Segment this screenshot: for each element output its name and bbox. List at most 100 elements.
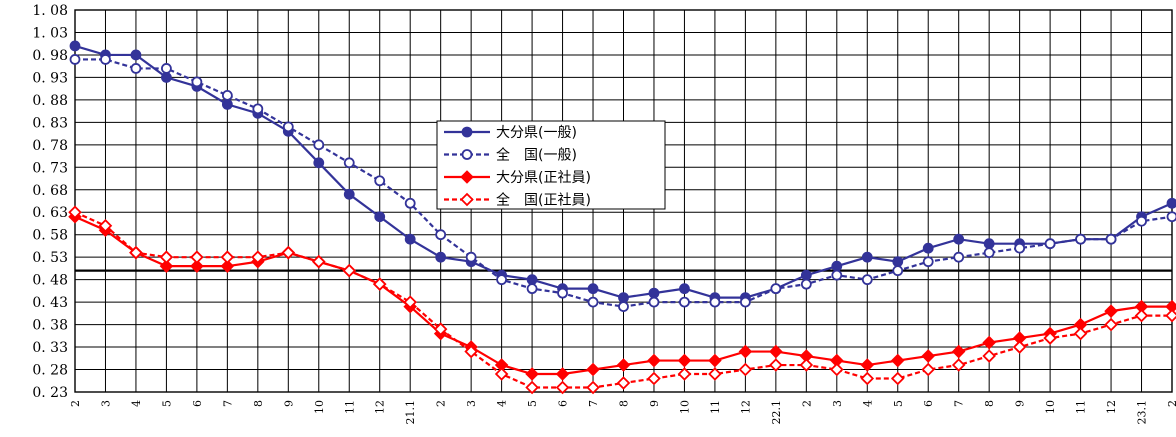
x-tick-label: 4 (130, 400, 143, 407)
data-point (374, 175, 386, 187)
data-point (281, 245, 296, 260)
x-tick-label: 10 (678, 400, 691, 414)
legend-label: 大分県(正社員) (496, 170, 591, 186)
data-point (313, 139, 325, 151)
x-tick-label: 8 (983, 400, 996, 407)
y-tick-label: 0. 33 (32, 340, 68, 356)
data-point (679, 283, 690, 295)
y-tick-label: 0. 68 (32, 183, 68, 199)
data-point (1134, 308, 1149, 323)
data-point (616, 376, 631, 390)
data-point (496, 274, 508, 286)
data-point (586, 362, 600, 377)
series-lines (68, 40, 1176, 395)
data-point (769, 344, 783, 359)
data-point (1043, 331, 1057, 345)
y-tick-label: 0. 73 (32, 160, 68, 176)
data-point (647, 353, 661, 368)
data-point (770, 283, 782, 295)
data-point (800, 278, 812, 290)
data-point (343, 157, 355, 169)
y-tick-label: 0. 78 (32, 138, 68, 154)
x-tick-label: 6 (557, 400, 570, 407)
data-point (800, 269, 812, 281)
data-point (738, 344, 753, 359)
x-tick-label: 3 (99, 400, 112, 407)
data-point (618, 301, 629, 313)
x-tick-label: 2 (435, 400, 448, 407)
data-point (892, 256, 904, 268)
data-point (769, 358, 783, 372)
x-tick-label: 8 (618, 400, 631, 407)
x-tick-label: 22.1 (770, 400, 783, 425)
x-tick-label: 12 (374, 400, 387, 414)
data-point (130, 49, 142, 61)
data-point (403, 295, 417, 309)
y-tick-label: 0. 38 (32, 318, 68, 334)
data-point (190, 259, 204, 273)
data-point (494, 367, 509, 381)
y-tick-label: 0. 28 (32, 363, 68, 379)
y-axis-tick-labels: 0. 23 0. 28 0. 33 0. 38 0. 43 0. 48 0. 53 0. 58… (32, 3, 68, 401)
data-point (374, 211, 386, 223)
data-point (372, 277, 387, 291)
x-tick-label: 12 (1105, 400, 1118, 414)
y-tick-label: 0. 88 (32, 93, 68, 109)
data-point (464, 344, 478, 359)
data-point (922, 242, 934, 254)
data-point (831, 269, 843, 281)
legend-label: 大分県(一般) (496, 125, 577, 141)
data-point (983, 247, 995, 259)
y-tick-label: 0. 53 (32, 250, 68, 266)
data-point (526, 283, 538, 295)
x-axis-tick-labels: 2 3 4 5 6 7 8 9 10 11 12 21.1 2 3 4 5 6 7 8 9 10 11 12 22.1 2 3 4 5… (69, 400, 1176, 425)
data-point (983, 238, 995, 250)
data-point (1105, 233, 1117, 245)
data-point (1104, 317, 1118, 332)
data-point (221, 98, 233, 110)
data-point (1044, 238, 1056, 250)
data-point (100, 54, 111, 65)
data-point (951, 344, 966, 359)
data-point (525, 380, 539, 395)
data-point (435, 251, 447, 263)
y-tick-label: 1. 08 (32, 3, 68, 19)
x-tick-label: 7 (953, 400, 966, 407)
data-point (799, 358, 814, 372)
data-point (343, 188, 355, 200)
data-point (555, 367, 570, 381)
y-tick-label: 0. 63 (32, 205, 68, 221)
data-point (161, 72, 172, 83)
x-tick-label: 10 (313, 400, 326, 414)
data-point (98, 218, 113, 233)
y-tick-label: 0. 43 (32, 295, 68, 311)
data-point (1136, 215, 1147, 227)
legend-box (436, 120, 666, 210)
data-point (435, 229, 447, 241)
x-tick-label: 2 (1166, 400, 1176, 407)
data-point (252, 103, 264, 115)
x-tick-label: 4 (496, 400, 509, 407)
data-point (191, 76, 203, 88)
x-tick-label: 10 (1044, 400, 1057, 414)
data-point (190, 250, 204, 264)
legend: 大分県(一般) 全 国(一般) 大分県(正社員) 全 国(正社員) (436, 120, 666, 210)
data-point (953, 233, 965, 245)
data-point (526, 274, 538, 286)
data-point (616, 358, 631, 372)
data-point (557, 287, 568, 299)
data-point (282, 121, 294, 133)
x-tick-label: 7 (221, 400, 234, 407)
data-point (921, 362, 935, 377)
data-point (342, 263, 357, 278)
data-point (404, 233, 416, 245)
series-2 (69, 54, 1176, 313)
data-point (159, 259, 174, 273)
data-point (892, 265, 904, 277)
legend-swatch-marker (461, 149, 473, 160)
data-point (312, 254, 326, 269)
series-4 (68, 205, 1176, 395)
x-tick-label: 4 (861, 400, 874, 407)
data-point (1073, 326, 1088, 341)
